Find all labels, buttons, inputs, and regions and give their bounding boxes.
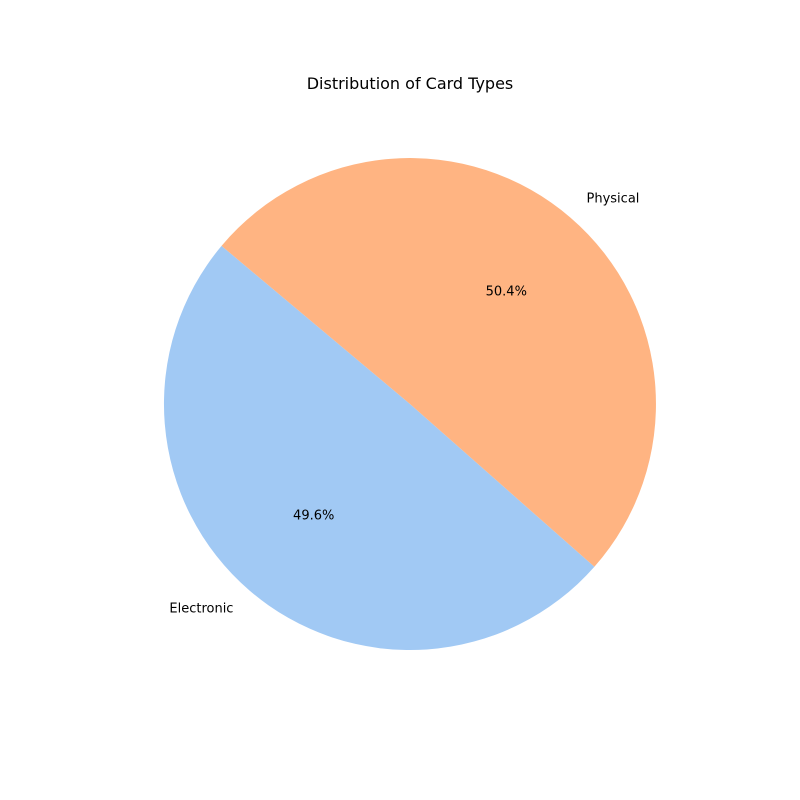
pie-labels: Electronic 49.6% Physical 50.4% (169, 191, 639, 616)
chart-title: Distribution of Card Types (307, 74, 514, 93)
pct-label-electronic: 49.6% (293, 508, 334, 523)
pie-slice-electronic (163, 245, 595, 651)
slice-label-electronic: Electronic (169, 602, 233, 617)
pie-slice-physical (221, 158, 656, 567)
pct-label-physical: 50.4% (486, 285, 527, 300)
slice-label-physical: Physical (587, 191, 640, 206)
pie-slices (163, 158, 656, 651)
